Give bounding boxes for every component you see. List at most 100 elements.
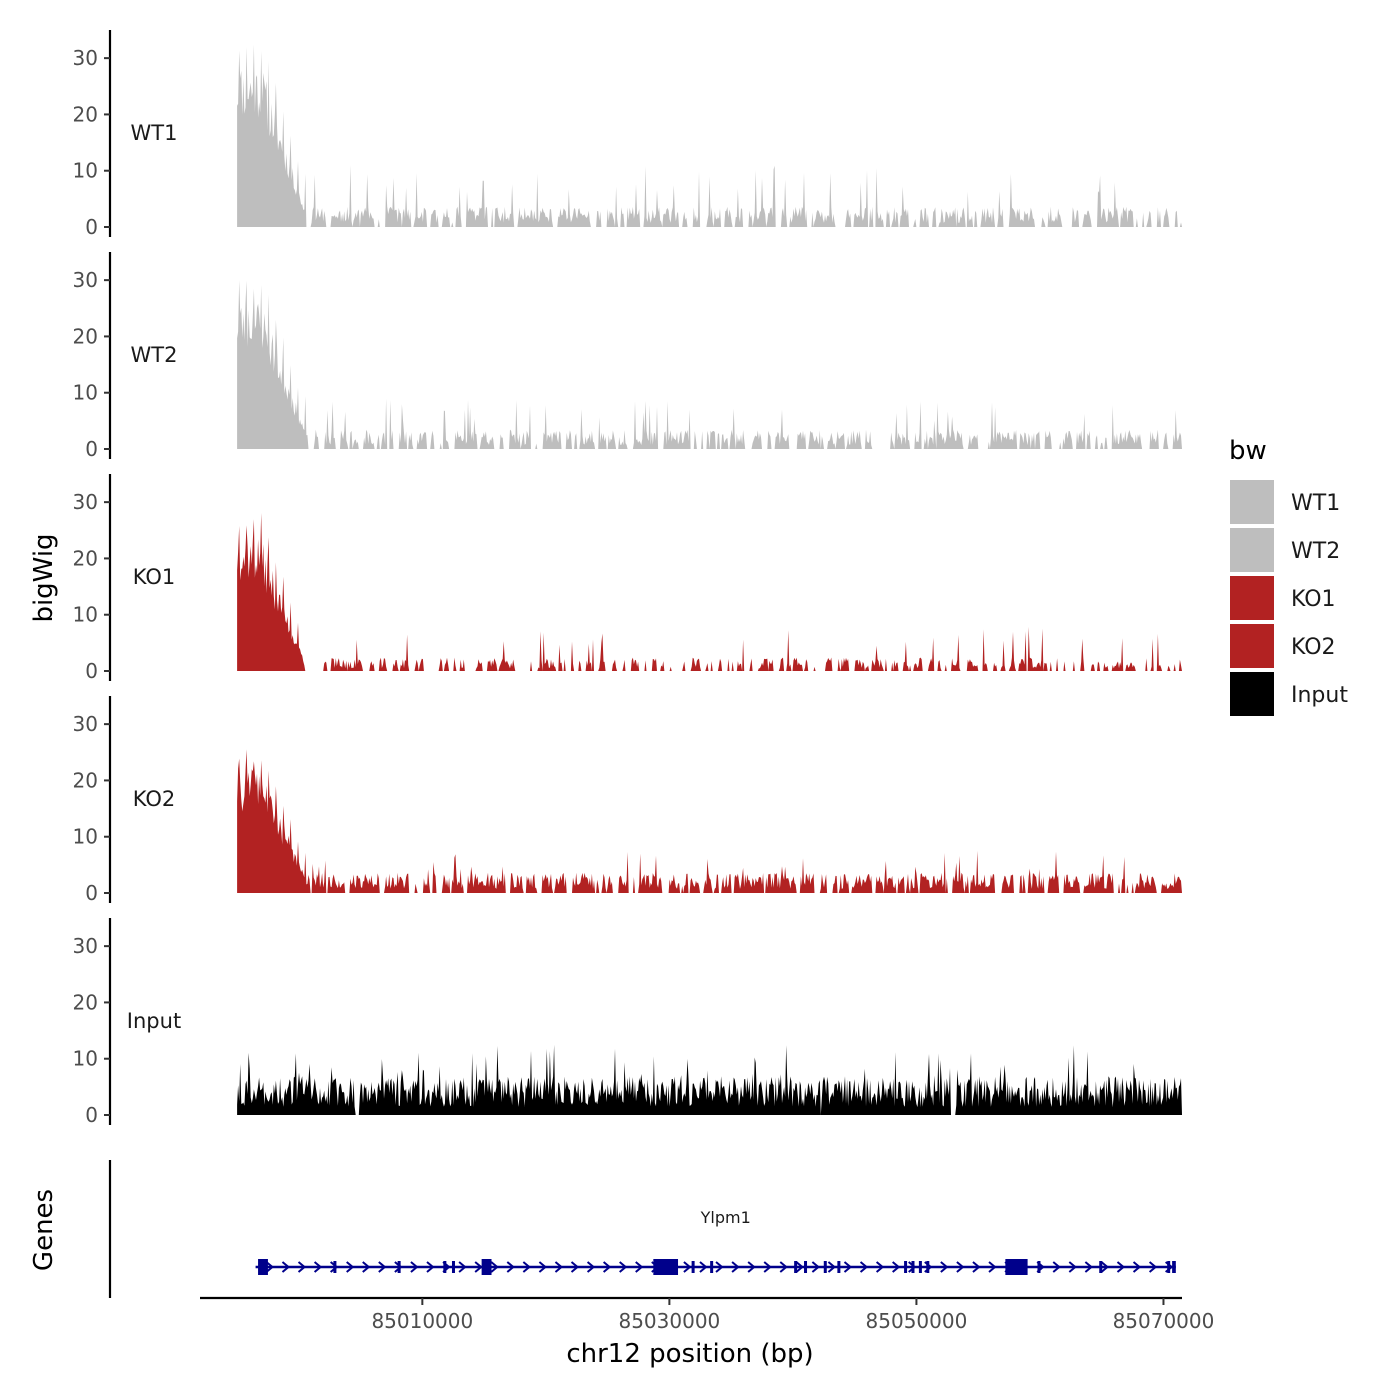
strand-arrow [859, 1261, 869, 1273]
gene-exon [1167, 1261, 1171, 1273]
track-wt1: 0 10 20 30 WT1 [73, 30, 1183, 239]
track-label-wt2: WT2 [131, 343, 178, 367]
strand-arrow [747, 1261, 756, 1273]
y-tick-label: 20 [73, 546, 98, 570]
strand-arrow [410, 1261, 419, 1273]
y-tick-label: 0 [85, 659, 98, 683]
y-tick-label: 10 [73, 825, 98, 849]
strand-arrow [265, 1261, 274, 1273]
signal-area-ko2 [237, 749, 1183, 893]
y-tick-label: 20 [73, 990, 98, 1014]
genes-track-title: Genes [29, 1189, 59, 1271]
strand-arrow [731, 1261, 740, 1273]
legend-label-input: Input [1291, 683, 1348, 708]
strand-arrow [988, 1261, 997, 1273]
strand-arrow [1052, 1261, 1061, 1273]
strand-arrow [956, 1261, 965, 1273]
gene-exon [837, 1261, 841, 1273]
signal-tracks: 0 10 20 30 WT1 0 10 20 30 WT2 0 10 20 30 KO1 0 10 20 30 KO2… [73, 30, 1183, 1127]
y-tick-label: 10 [73, 159, 98, 183]
strand-arrow [972, 1261, 981, 1273]
y-tick-label: 10 [73, 603, 98, 627]
strand-arrow [281, 1261, 291, 1273]
strand-arrow [297, 1261, 307, 1273]
strand-arrow [329, 1261, 339, 1273]
strand-arrow [346, 1261, 355, 1273]
legend-label-ko2: KO2 [1291, 635, 1336, 660]
strand-arrow [394, 1261, 403, 1273]
gene-exon [1005, 1259, 1028, 1275]
gene-exon [804, 1261, 808, 1273]
strand-arrow [635, 1261, 644, 1273]
gene-exon [258, 1259, 268, 1275]
strand-arrow [699, 1261, 708, 1273]
legend-label-ko1: KO1 [1291, 587, 1336, 612]
gene-exon [1172, 1261, 1176, 1273]
strand-arrow [940, 1261, 949, 1273]
strand-arrow [490, 1261, 499, 1273]
y-tick-label: 20 [73, 324, 98, 348]
gene-exon [333, 1261, 337, 1273]
legend-label-wt2: WT2 [1291, 539, 1340, 564]
gene-name-label: Ylpm1 [700, 1208, 751, 1227]
gene-exon [691, 1261, 695, 1273]
gene-exon [926, 1261, 930, 1273]
strand-arrow [313, 1261, 323, 1273]
y-tick-label: 30 [73, 268, 98, 292]
y-tick-label: 0 [85, 215, 98, 239]
strand-arrow [1068, 1261, 1077, 1273]
strand-arrow [426, 1261, 435, 1273]
track-input: 0 10 20 30 Input [73, 918, 1183, 1127]
strand-arrow [378, 1261, 387, 1273]
track-ko2: 0 10 20 30 KO2 [73, 696, 1183, 905]
strand-arrow [570, 1261, 580, 1273]
track-label-ko2: KO2 [133, 787, 176, 811]
legend: bw WT1 WT2 KO1 KO2 Input [1229, 436, 1348, 716]
strand-arrow [506, 1261, 515, 1273]
y-tick-label: 30 [73, 934, 98, 958]
strand-arrow [602, 1261, 612, 1273]
strand-arrow [827, 1261, 836, 1273]
track-ko1: 0 10 20 30 KO1 [73, 474, 1183, 683]
strand-arrow [538, 1261, 547, 1273]
strand-arrow [1100, 1261, 1109, 1273]
strand-arrow [779, 1261, 788, 1273]
gene-exon [904, 1261, 908, 1273]
genes-track: Ylpm1 [108, 1160, 1176, 1298]
strand-arrow [619, 1261, 628, 1273]
legend-key-ko1 [1230, 576, 1274, 620]
strand-arrow [908, 1261, 917, 1273]
legend-key-wt2 [1230, 528, 1274, 572]
gene-exon [1099, 1261, 1103, 1273]
gene-exon [710, 1261, 714, 1273]
legend-label-wt1: WT1 [1291, 491, 1340, 516]
y-tick-label: 20 [73, 768, 98, 792]
gene-exon [481, 1259, 492, 1275]
y-tick-label: 30 [73, 712, 98, 736]
strand-arrow [522, 1261, 531, 1273]
gene-exon [911, 1261, 915, 1273]
strand-arrow [811, 1261, 820, 1273]
strand-arrow [683, 1261, 692, 1273]
strand-arrow [586, 1261, 596, 1273]
strand-arrow [795, 1261, 804, 1273]
track-label-wt1: WT1 [131, 121, 178, 145]
gene-exon [1037, 1261, 1041, 1273]
y-tick-label: 10 [73, 381, 98, 405]
strand-arrow [875, 1261, 885, 1273]
strand-arrow [474, 1261, 483, 1273]
gene-exon [823, 1261, 827, 1273]
y-tick-label: 30 [73, 46, 98, 70]
y-axis-title: bigWig [29, 533, 59, 622]
strand-arrow [843, 1261, 853, 1273]
strand-arrow [892, 1261, 901, 1273]
track-label-input: Input [127, 1009, 181, 1033]
y-tick-label: 20 [73, 102, 98, 126]
strand-arrow [1132, 1261, 1142, 1273]
legend-title: bw [1229, 436, 1267, 466]
gene-exon [918, 1261, 922, 1273]
x-axis: 85010000 85030000 85050000 85070000 [200, 1296, 1215, 1333]
strand-arrow [458, 1261, 467, 1273]
gene-exon [397, 1261, 401, 1273]
x-tick-label: 85070000 [1113, 1309, 1215, 1333]
